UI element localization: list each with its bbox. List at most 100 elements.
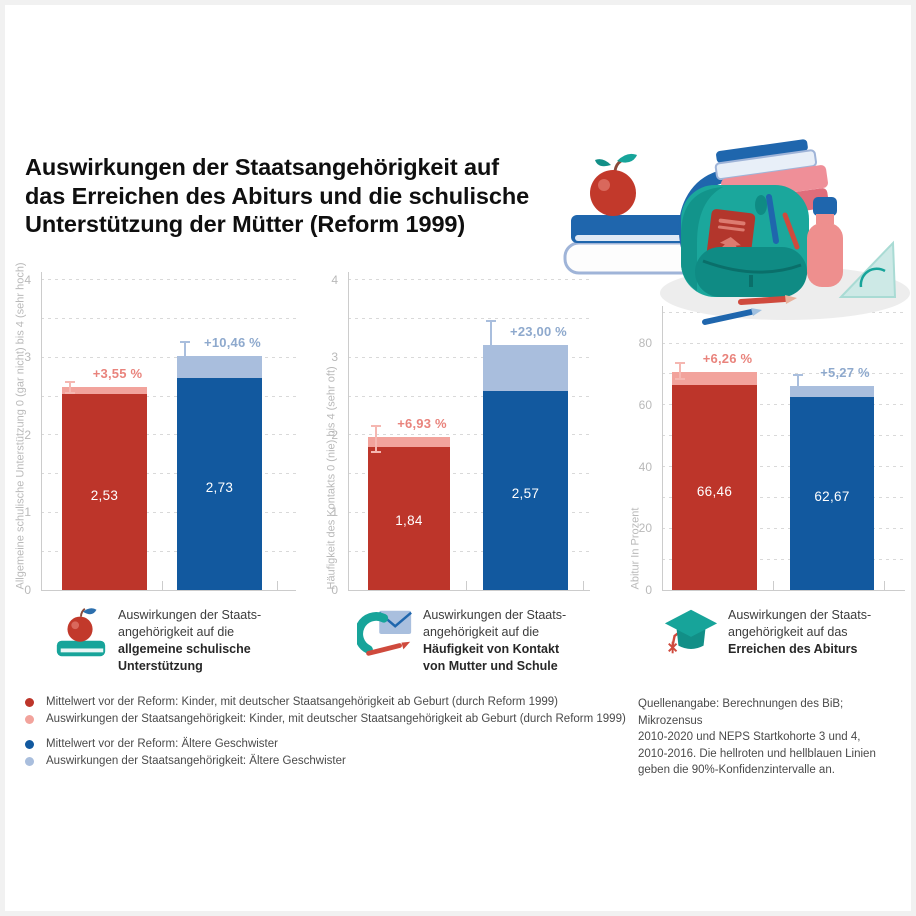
source-line: 2010-2020 und NEPS Startkohorte 3 und 4, xyxy=(638,731,861,743)
legend-label: Mittelwert vor der Reform: Kinder, mit d… xyxy=(46,696,558,708)
y-axis-line xyxy=(41,272,42,590)
source-note: Quellenangabe: Berechnungen des BiB; Mik… xyxy=(638,696,903,779)
red-pen-icon xyxy=(782,212,800,250)
caption-line-bold: Unterstützung xyxy=(118,659,203,673)
bar-base-segment xyxy=(177,378,262,590)
y-axis-line xyxy=(662,306,663,590)
error-bar-cap-top xyxy=(65,381,75,384)
error-bar-line xyxy=(69,382,71,393)
grid-line xyxy=(348,395,590,397)
y-tick-label: 3 xyxy=(24,350,31,365)
y-tick-label: 1 xyxy=(24,505,31,520)
grid-line xyxy=(41,395,296,397)
title-line: Unterstützung der Mütter (Reform 1999) xyxy=(25,211,466,237)
x-axis-line xyxy=(348,590,590,591)
y-tick-label: 2 xyxy=(24,427,31,442)
y-tick-label: 3 xyxy=(331,350,338,365)
apple-icon xyxy=(590,153,637,216)
error-bar-cap-bottom xyxy=(486,365,496,368)
bar-value-label: 2,57 xyxy=(511,486,540,502)
grid-line xyxy=(41,473,296,475)
caption-schulische-unterstuetzung: Auswirkungen der Staats- angehörigkeit a… xyxy=(52,604,261,675)
legend-item: Mittelwert vor der Reform: Kinder, mit d… xyxy=(25,694,626,711)
legend-label: Auswirkungen der Staatsangehörigkeit: Äl… xyxy=(46,755,346,767)
x-axis-line xyxy=(662,590,905,591)
caption-line-bold: Häufigkeit von Kontakt xyxy=(423,642,560,656)
legend-dot-light-red xyxy=(25,715,34,724)
phone-envelope-icon xyxy=(354,604,415,662)
bar-value-label: 2,53 xyxy=(90,487,119,503)
legend-dot-dark-blue xyxy=(25,740,34,749)
bar-base-segment xyxy=(483,390,568,590)
legend: Mittelwert vor der Reform: Kinder, mit d… xyxy=(25,694,626,770)
error-bar-cap-bottom xyxy=(65,391,75,394)
x-axis-tick xyxy=(773,581,774,590)
caption-line: Auswirkungen der Staats- xyxy=(118,608,262,622)
bar-effect-annotation: +10,46 % xyxy=(204,334,261,350)
grid-line xyxy=(348,434,590,436)
bar-effect-annotation: +5,27 % xyxy=(820,365,870,381)
y-tick-label: 20 xyxy=(638,521,652,536)
error-bar-cap-top xyxy=(486,319,496,322)
grid-line xyxy=(41,279,296,281)
red-pencil-icon xyxy=(738,295,797,305)
y-tick-label: 2 xyxy=(331,427,338,442)
error-bar-line xyxy=(490,320,492,367)
legend-label: Mittelwert vor der Reform: Ältere Geschw… xyxy=(46,738,278,750)
y-tick-label: 80 xyxy=(638,336,652,351)
title-line: das Erreichen des Abiturs und die schuli… xyxy=(25,182,530,209)
book-stack-icon xyxy=(563,215,713,275)
error-bar-cap-top xyxy=(371,424,381,427)
grid-line xyxy=(662,527,905,529)
grid-line xyxy=(662,342,905,344)
error-bar-cap-bottom xyxy=(180,371,190,374)
apple-on-book-icon xyxy=(52,604,110,662)
set-square-icon xyxy=(838,240,897,298)
source-line: Quellenangabe: Berechnungen des BiB; Mik… xyxy=(638,698,844,727)
bar-effect-segment xyxy=(177,355,262,379)
x-axis-tick xyxy=(162,581,163,590)
bar-effect-segment xyxy=(483,344,568,391)
bar-value-label: 62,67 xyxy=(814,489,850,505)
caption-line-bold: allgemeine schulische xyxy=(118,642,251,656)
grid-line xyxy=(348,356,590,358)
bottle-icon xyxy=(807,197,843,287)
error-bar-cap-top xyxy=(180,340,190,343)
x-axis-tick xyxy=(884,581,885,590)
error-bar-cap-bottom xyxy=(675,378,685,381)
x-axis-line xyxy=(41,590,296,591)
legend-item: Auswirkungen der Staatsangehörigkeit: Äl… xyxy=(25,753,626,770)
grid-line xyxy=(662,558,905,560)
y-axis-line xyxy=(348,272,349,590)
graduation-cap-icon xyxy=(662,604,720,662)
grid-line xyxy=(348,511,590,513)
grid-line xyxy=(348,473,590,475)
bar-effect-annotation: +3,55 % xyxy=(92,365,143,381)
grid-line xyxy=(662,435,905,437)
grid-line xyxy=(348,550,590,552)
caption-line: Auswirkungen der Staats- xyxy=(423,608,567,622)
illustration-svg xyxy=(563,139,910,325)
caption-line: Auswirkungen der Staats- xyxy=(728,608,872,622)
bar-effect-segment xyxy=(62,386,147,394)
caption-kontakt-mutter-schule: Auswirkungen der Staats- angehörigkeit a… xyxy=(354,604,567,675)
y-tick-label: 4 xyxy=(331,272,338,287)
source-line: geben die 90%-Konfidenzintervalle an. xyxy=(638,764,835,776)
bar-effect-segment xyxy=(790,386,874,397)
y-tick-label: 60 xyxy=(638,397,652,412)
y-tick-label: 0 xyxy=(24,583,31,597)
grid-line xyxy=(662,496,905,498)
caption-erreichen-abitur: Auswirkungen der Staats- angehörigkeit a… xyxy=(662,604,871,662)
error-bar-cap-bottom xyxy=(371,450,381,453)
error-bar-line xyxy=(797,375,799,396)
caption-line: angehörigkeit auf die xyxy=(118,625,235,639)
ruler-in-pocket xyxy=(755,195,767,215)
school-supplies-illustration xyxy=(545,135,915,340)
y-axis-label: Häufigkeit des Kontakts 0 (nie) bis 4 (s… xyxy=(325,366,338,590)
caption-line-bold: Erreichen des Abiturs xyxy=(728,642,858,656)
y-tick-label: 0 xyxy=(331,583,338,597)
bar-base-segment xyxy=(368,447,450,590)
grid-line xyxy=(662,466,905,468)
bar-effect-annotation: +6,26 % xyxy=(702,350,753,366)
